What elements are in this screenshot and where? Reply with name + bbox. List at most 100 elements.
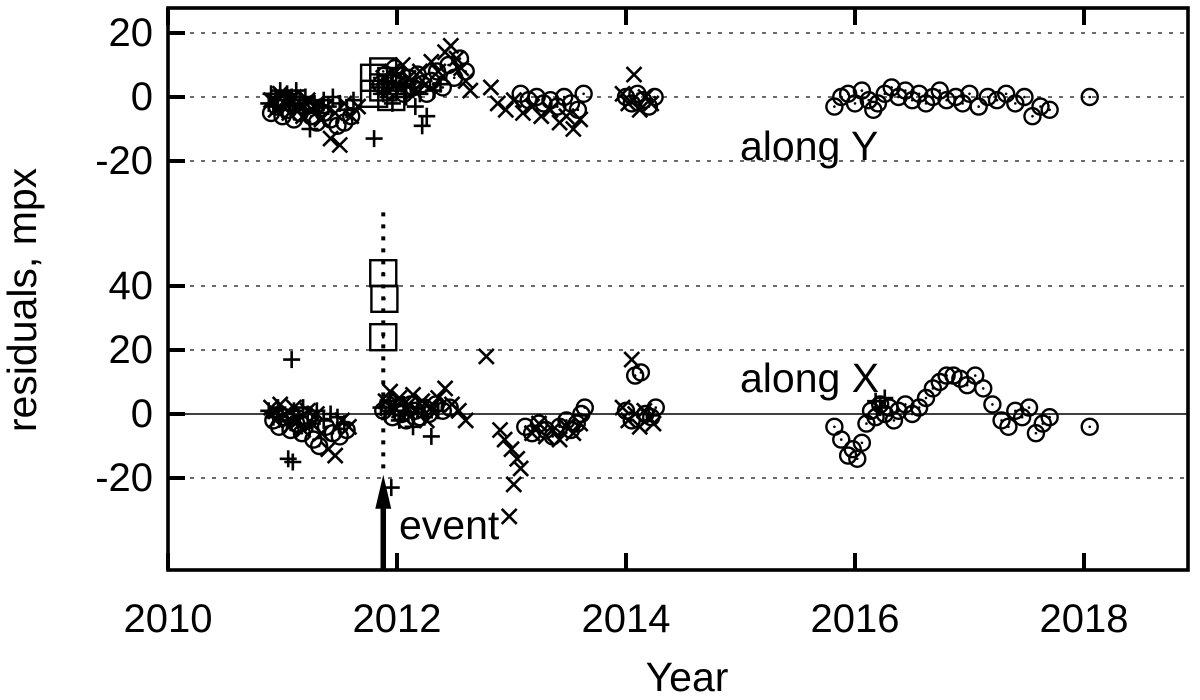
circle-marker (433, 78, 452, 97)
plus-marker (406, 98, 424, 116)
event-arrow-head (375, 474, 392, 509)
cross-marker (285, 399, 303, 417)
circle-marker (645, 87, 664, 107)
x-tick-label: 2014 (582, 597, 671, 641)
circle-marker (832, 430, 851, 449)
data-points-layer (260, 37, 1099, 525)
panel-label-along-x: along X (740, 355, 879, 401)
square-marker (370, 284, 399, 313)
cross-marker (457, 72, 475, 90)
circle-marker (987, 90, 1007, 110)
circle-marker (440, 398, 459, 417)
y-tick-label: 40 (109, 264, 154, 308)
circle-marker (1080, 417, 1099, 436)
circle-marker (857, 414, 876, 433)
cross-marker (625, 66, 643, 84)
circle-marker (1040, 100, 1059, 120)
square-marker (377, 66, 406, 96)
plus-marker (284, 453, 302, 471)
square-marker (369, 323, 398, 352)
circle-marker (622, 94, 641, 113)
cross-marker (496, 431, 514, 449)
cross-marker (326, 447, 344, 465)
cross-marker (331, 136, 349, 154)
cross-marker (299, 402, 317, 420)
circle-marker (1015, 87, 1034, 107)
circle-marker (342, 106, 361, 126)
circle-marker (852, 433, 872, 452)
circle-marker (983, 395, 1002, 414)
circle-marker (1080, 87, 1099, 107)
circle-marker (296, 97, 315, 116)
circle-marker (966, 366, 985, 385)
y-tick-label: -20 (95, 456, 153, 500)
circle-marker (568, 100, 588, 120)
circle-marker (337, 420, 356, 440)
plus-marker (418, 107, 436, 125)
circle-marker (969, 97, 988, 116)
plus-marker (283, 351, 301, 369)
circle-marker (974, 379, 993, 398)
square-marker (359, 63, 389, 93)
cross-marker (461, 82, 479, 100)
circle-marker (574, 84, 593, 104)
cross-marker (450, 402, 468, 420)
x-tick-label: 2012 (353, 597, 442, 641)
circle-marker (269, 417, 289, 436)
cross-marker (508, 450, 526, 468)
circle-marker (884, 411, 904, 430)
cross-marker (422, 53, 440, 71)
cross-marker (505, 91, 523, 109)
cross-marker (503, 440, 520, 458)
circle-marker (960, 84, 979, 104)
circle-marker (999, 417, 1018, 436)
circle-marker (641, 408, 661, 427)
plot-border (166, 6, 1190, 572)
y-tick-label: 20 (109, 11, 154, 55)
plus-marker (365, 130, 383, 148)
circle-marker (309, 436, 329, 456)
circle-marker (843, 440, 862, 459)
circle-marker (456, 62, 475, 81)
plus-marker (413, 117, 431, 135)
plus-marker (308, 402, 326, 420)
plus-marker (279, 450, 297, 468)
circle-marker (396, 411, 416, 430)
square-marker (369, 73, 398, 102)
circle-marker (279, 100, 298, 120)
event-annotation-layer (375, 212, 392, 571)
y-tick-label: 0 (131, 75, 153, 119)
x-axis-title: Year (646, 654, 729, 700)
cross-marker (436, 379, 454, 397)
circle-marker (417, 84, 436, 104)
circle-marker (1040, 408, 1059, 427)
circle-marker (848, 449, 867, 468)
circle-marker (557, 411, 576, 430)
circle-marker (639, 97, 659, 116)
axes-layer (166, 6, 1190, 572)
circle-marker (616, 401, 636, 420)
tick-labels-layer: 20 0 -20 40 20 0 -20 2010 2012 2014 2016 2018 (95, 11, 1128, 641)
cross-marker (349, 98, 367, 116)
circle-marker (996, 84, 1016, 104)
y-axis-title: residuals, mpx (0, 167, 45, 432)
cross-marker (477, 347, 495, 365)
square-marker (377, 82, 406, 112)
y-tick-label: -20 (95, 139, 153, 183)
circle-marker (575, 398, 594, 417)
circle-marker (287, 414, 306, 433)
circle-marker (267, 97, 286, 116)
y-tick-label: 20 (109, 328, 154, 372)
panel-label-along-y: along Y (740, 123, 878, 169)
x-tick-label: 2010 (124, 597, 213, 641)
plus-marker (422, 427, 440, 445)
cross-marker (505, 475, 523, 493)
circle-marker (567, 414, 586, 433)
y-tick-label: 0 (131, 392, 153, 436)
cross-marker (457, 411, 475, 429)
cross-marker (500, 507, 518, 525)
cross-marker (564, 120, 582, 138)
circle-marker (1006, 94, 1025, 113)
